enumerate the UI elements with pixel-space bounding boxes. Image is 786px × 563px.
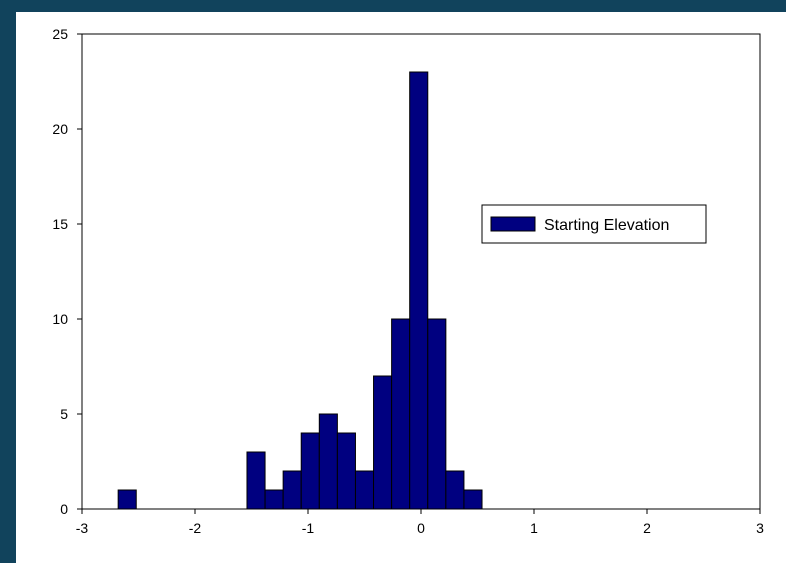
y-tick-label: 5 (60, 406, 68, 422)
x-tick-label: -1 (302, 520, 315, 536)
y-tick-label: 0 (60, 501, 68, 517)
histogram-bar (300, 432, 320, 510)
histogram-bar (117, 489, 137, 510)
histogram-bar (391, 318, 411, 510)
bars (117, 71, 483, 510)
x-tick-label: 2 (643, 520, 651, 536)
x-tick-label: -2 (189, 520, 202, 536)
legend-label: Starting Elevation (544, 217, 669, 234)
histogram-bar (427, 318, 447, 510)
x-tick-label: 1 (530, 520, 538, 536)
histogram-bar (264, 489, 284, 510)
y-axis-ticks: 0 5 10 15 20 25 (52, 26, 82, 517)
x-tick-label: 0 (417, 520, 425, 536)
histogram-bar (354, 470, 375, 510)
histogram-bar (409, 71, 429, 510)
y-tick-label: 10 (52, 311, 68, 327)
histogram-bar (336, 432, 356, 510)
x-axis-ticks: -3 -2 -1 0 1 2 3 (76, 509, 764, 536)
histogram-bar (463, 489, 483, 510)
x-tick-label: 3 (756, 520, 764, 536)
histogram-bar (318, 413, 338, 510)
y-tick-label: 25 (52, 26, 68, 42)
histogram-bar (246, 451, 266, 510)
y-tick-label: 15 (52, 216, 68, 232)
histogram-bar (282, 470, 302, 510)
legend-swatch (490, 216, 536, 232)
legend: Starting Elevation (481, 204, 707, 244)
y-tick-label: 20 (52, 121, 68, 137)
histogram-bar (445, 470, 465, 510)
histogram-bar (373, 375, 393, 510)
x-tick-label: -3 (76, 520, 89, 536)
